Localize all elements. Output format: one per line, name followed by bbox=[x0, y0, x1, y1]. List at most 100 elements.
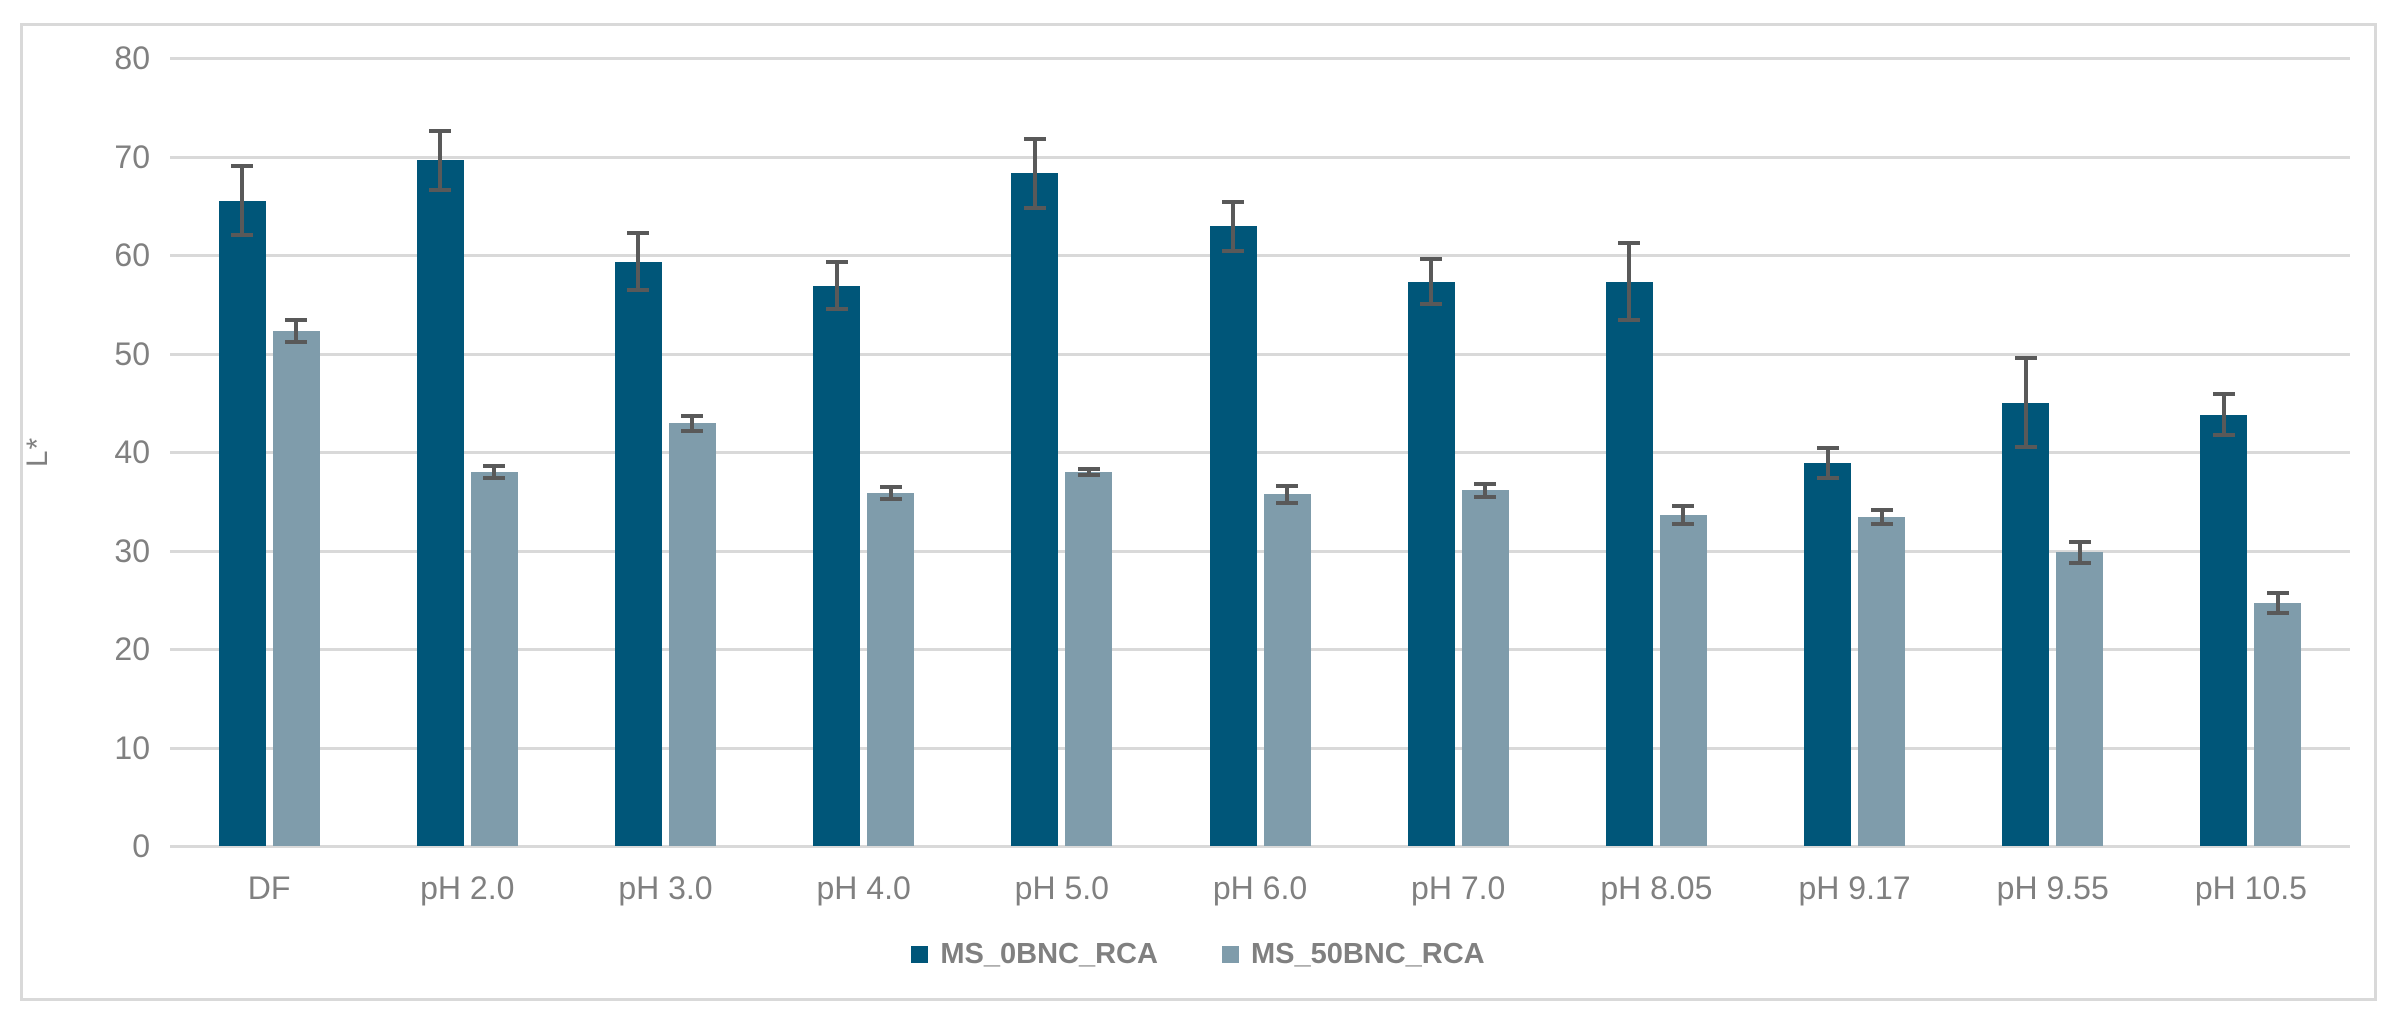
error-bar bbox=[2077, 539, 2082, 566]
x-tick-label: pH 4.0 bbox=[816, 870, 911, 906]
error-bar-cap-bottom bbox=[429, 187, 452, 192]
x-tick-label: pH 3.0 bbox=[618, 870, 713, 906]
x-tick-label: pH 6.0 bbox=[1212, 870, 1308, 906]
bar-MS_50BNC_RCA bbox=[1263, 494, 1311, 846]
error-bar-cap-bottom bbox=[231, 233, 254, 238]
error-bar bbox=[888, 485, 893, 502]
y-tick-label: 30 bbox=[114, 532, 150, 569]
error-bar-cap-top bbox=[1077, 466, 1100, 471]
error-bar-cap-top bbox=[231, 164, 254, 169]
chart-frame bbox=[20, 23, 2377, 1001]
error-bar-cap-bottom bbox=[2212, 433, 2235, 438]
bar-MS_50BNC_RCA bbox=[867, 493, 915, 846]
x-tick-label: pH 10.5 bbox=[2194, 870, 2307, 906]
error-bar bbox=[636, 231, 641, 293]
bar-MS_0BNC_RCA bbox=[813, 285, 861, 846]
bar-MS_50BNC_RCA bbox=[1065, 471, 1113, 846]
error-bar bbox=[1429, 256, 1434, 307]
error-bar bbox=[1483, 481, 1488, 500]
error-bar-cap-bottom bbox=[1870, 521, 1893, 526]
x-tick-label: pH 2.0 bbox=[420, 870, 515, 906]
error-bar-cap-top bbox=[1420, 256, 1443, 261]
error-bar bbox=[690, 413, 695, 434]
gridline bbox=[170, 648, 2350, 651]
y-axis-title: L* bbox=[21, 436, 54, 468]
bar-MS_0BNC_RCA bbox=[2002, 402, 2050, 846]
bar-MS_0BNC_RCA bbox=[1407, 281, 1455, 846]
error-bar-cap-top bbox=[681, 413, 704, 418]
y-tick-label: 10 bbox=[114, 729, 150, 766]
error-bar-cap-bottom bbox=[483, 475, 506, 480]
bar-MS_50BNC_RCA bbox=[2254, 602, 2302, 846]
gridline bbox=[170, 155, 2350, 159]
bar-MS_50BNC_RCA bbox=[272, 330, 320, 846]
error-bar bbox=[1086, 466, 1091, 477]
error-bar bbox=[294, 318, 299, 344]
error-bar-cap-bottom bbox=[1672, 521, 1695, 526]
legend-label: MS_50BNC_RCA bbox=[1250, 938, 1485, 970]
error-bar-cap-bottom bbox=[1474, 495, 1497, 500]
bar-MS_0BNC_RCA bbox=[2200, 414, 2248, 846]
bar-MS_0BNC_RCA bbox=[1804, 462, 1852, 846]
error-bar-cap-bottom bbox=[1816, 475, 1839, 480]
error-bar-cap-top bbox=[1870, 508, 1893, 513]
error-bar-cap-top bbox=[2266, 590, 2289, 595]
error-bar bbox=[1681, 504, 1686, 526]
error-bar-cap-bottom bbox=[879, 497, 902, 502]
x-tick-label: pH 8.05 bbox=[1600, 870, 1713, 906]
error-bar-cap-top bbox=[285, 318, 308, 323]
error-bar-cap-bottom bbox=[627, 288, 650, 293]
legend-swatch-icon bbox=[911, 946, 929, 963]
bar-MS_50BNC_RCA bbox=[470, 471, 518, 846]
error-bar-cap-top bbox=[1474, 481, 1497, 486]
error-bar-cap-bottom bbox=[1618, 317, 1641, 322]
y-tick-label: 80 bbox=[114, 40, 150, 76]
error-bar-cap-top bbox=[879, 485, 902, 490]
error-bar-cap-bottom bbox=[1222, 249, 1244, 254]
error-bar-cap-bottom bbox=[825, 307, 848, 312]
error-bar-cap-bottom bbox=[1077, 472, 1100, 477]
error-bar-cap-top bbox=[1276, 483, 1298, 488]
error-bar bbox=[2023, 356, 2028, 450]
bar-MS_50BNC_RCA bbox=[668, 423, 716, 846]
error-bar bbox=[1879, 508, 1884, 526]
y-tick-label: 40 bbox=[114, 434, 150, 470]
bar-MS_0BNC_RCA bbox=[416, 160, 464, 846]
error-bar-cap-bottom bbox=[681, 429, 704, 434]
bar-MS_0BNC_RCA bbox=[1209, 226, 1257, 846]
error-bar-cap-top bbox=[2014, 356, 2037, 361]
error-bar-cap-top bbox=[825, 259, 848, 264]
error-bar bbox=[1032, 136, 1037, 210]
error-bar-cap-bottom bbox=[1023, 205, 1046, 210]
error-bar-cap-top bbox=[429, 128, 452, 133]
bar-MS_0BNC_RCA bbox=[218, 200, 266, 846]
gridline bbox=[170, 845, 2350, 848]
y-tick-label: 60 bbox=[114, 237, 150, 273]
y-tick-label: 50 bbox=[114, 335, 150, 372]
error-bar bbox=[834, 259, 839, 312]
error-bar bbox=[1627, 241, 1632, 322]
error-bar-cap-top bbox=[1023, 136, 1046, 141]
error-bar-cap-top bbox=[627, 231, 650, 236]
legend-label: MS_0BNC_RCA bbox=[940, 938, 1158, 970]
y-tick-label: 20 bbox=[114, 631, 150, 667]
gridline bbox=[170, 746, 2350, 750]
error-bar bbox=[438, 128, 443, 192]
error-bar-cap-top bbox=[483, 463, 506, 468]
x-tick-label: DF bbox=[247, 870, 291, 906]
error-bar-cap-bottom bbox=[2266, 610, 2289, 615]
x-tick-label: pH 7.0 bbox=[1411, 870, 1506, 906]
bar-MS_50BNC_RCA bbox=[1461, 490, 1509, 846]
error-bar bbox=[1231, 199, 1235, 254]
error-bar-cap-top bbox=[1816, 446, 1839, 451]
error-bar bbox=[1285, 483, 1289, 506]
error-bar bbox=[492, 463, 497, 480]
bar-MS_0BNC_RCA bbox=[614, 261, 662, 846]
legend-swatch-icon bbox=[1221, 946, 1239, 963]
bar-MS_0BNC_RCA bbox=[1011, 173, 1059, 846]
error-bar-cap-bottom bbox=[1276, 501, 1298, 506]
gridline bbox=[170, 352, 2350, 356]
bar-MS_0BNC_RCA bbox=[1605, 281, 1653, 846]
legend-item: MS_50BNC_RCA bbox=[1221, 938, 1485, 971]
bar-MS_50BNC_RCA bbox=[1858, 517, 1906, 846]
